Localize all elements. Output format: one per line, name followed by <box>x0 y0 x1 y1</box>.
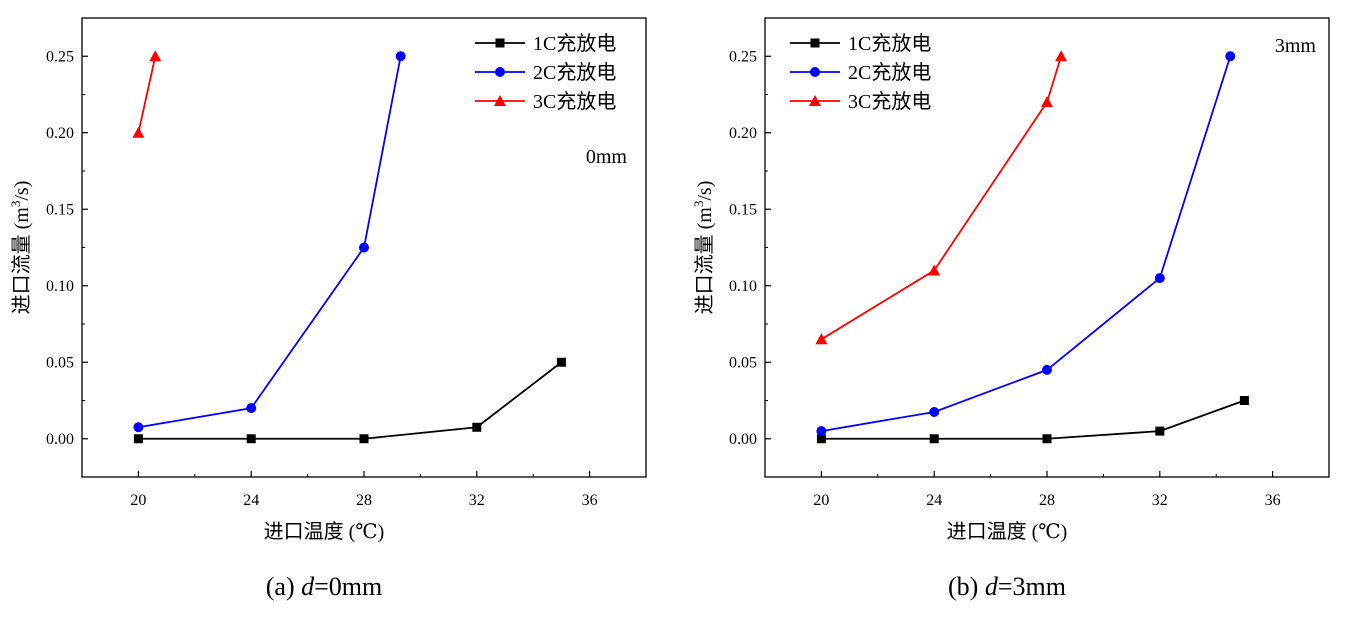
data-point <box>816 426 827 437</box>
data-point <box>929 434 939 444</box>
caption-variable: d <box>301 572 315 601</box>
data-point <box>1042 434 1052 444</box>
chart-a: 20 24 28 32 36 0.00 0.05 0.10 0.15 0.20 0.25 进口温度 (… <box>8 17 647 601</box>
data-point <box>928 264 941 276</box>
legend-entry: 1C充放电 <box>475 32 616 55</box>
data-point <box>1155 426 1165 436</box>
y-axis-label-sup: 3 <box>8 201 23 208</box>
legend-marker <box>495 38 505 48</box>
data-point <box>1154 273 1165 284</box>
data-point <box>1042 364 1052 375</box>
legend-entry: 2C充放电 <box>790 61 931 84</box>
data-point <box>359 434 369 444</box>
x-tick-label: 24 <box>926 492 942 509</box>
caption-variable: d <box>985 572 999 601</box>
legend-entry: 2C充放电 <box>475 61 616 84</box>
x-axis-label: 进口温度 (℃) <box>264 520 385 543</box>
y-axis-label-sup: 3 <box>691 201 706 208</box>
x-tick-label: 24 <box>243 492 259 509</box>
x-tick-label: 20 <box>813 492 829 509</box>
series-1 <box>133 357 566 444</box>
y-tick-label: 0.15 <box>46 201 74 218</box>
data-point <box>1041 96 1053 108</box>
data-point <box>815 333 828 345</box>
y-tick-label: 0.25 <box>46 48 74 65</box>
x-tick-label: 36 <box>1265 492 1281 509</box>
caption-prefix: (a) <box>266 572 301 601</box>
data-point <box>556 357 566 367</box>
plot-frame <box>764 17 1330 478</box>
data-point <box>246 434 256 444</box>
series-line <box>138 56 402 429</box>
legend-label: 2C充放电 <box>533 61 616 84</box>
y-axis-label-main: 进口流量 (m <box>10 207 33 315</box>
legend-marker <box>494 95 506 106</box>
x-tick-label: 20 <box>130 492 146 509</box>
x-tick-label: 32 <box>1152 492 1168 509</box>
y-tick-label: 0.20 <box>729 125 757 142</box>
data-point <box>359 242 369 253</box>
y-tick-label: 0.15 <box>729 201 757 218</box>
y-tick-label: 0.05 <box>729 354 757 371</box>
series-2 <box>816 51 1236 437</box>
series-2 <box>133 51 406 433</box>
data-point <box>132 126 145 138</box>
y-tick-label: 0.25 <box>729 48 757 65</box>
data-point <box>472 422 482 432</box>
data-point <box>133 422 144 433</box>
series-1 <box>816 396 1249 444</box>
chart-annotation: 0mm <box>586 146 628 168</box>
x-tick-label: 28 <box>1039 492 1055 509</box>
data-point <box>395 51 406 62</box>
data-point <box>816 434 826 444</box>
series-line <box>138 361 562 440</box>
legend-label: 2C充放电 <box>848 61 931 84</box>
y-axis-label-tail: /s) <box>694 181 716 201</box>
y-tick-label: 0.00 <box>46 431 74 448</box>
legend-label: 1C充放电 <box>848 32 931 55</box>
y-tick-label: 0.10 <box>46 278 74 295</box>
series-line <box>820 55 1062 341</box>
data-point <box>133 434 143 444</box>
y-axis-label-tail: /s) <box>11 181 33 201</box>
series-3 <box>132 50 162 138</box>
data-point <box>1225 51 1236 62</box>
legend-label: 3C充放电 <box>848 90 931 113</box>
data-point <box>149 50 162 62</box>
y-axis-label: 进口流量 (m3/s) <box>8 181 33 315</box>
y-tick-label: 0.10 <box>729 278 757 295</box>
y-tick-label: 0.05 <box>46 354 74 371</box>
caption-suffix: =3mm <box>998 572 1066 601</box>
data-point <box>1239 396 1249 405</box>
legend-marker <box>809 95 821 106</box>
figure-caption: (a) d=0mm <box>266 572 382 601</box>
series-3 <box>815 50 1068 345</box>
legend-marker <box>810 67 820 77</box>
legend-entry: 3C充放电 <box>790 90 931 113</box>
x-axis-label: 进口温度 (℃) <box>947 520 1068 543</box>
legend-entry: 1C充放电 <box>790 32 931 55</box>
y-tick-label: 0.00 <box>729 431 757 448</box>
chart-b: 20 24 28 32 36 0.00 0.05 0.10 0.15 0.20 0.25 进口温度 (… <box>691 17 1330 601</box>
figure-caption: (b) d=3mm <box>948 572 1066 601</box>
legend-entry: 3C充放电 <box>475 90 616 113</box>
legend-marker <box>495 67 505 77</box>
y-axis-label: 进口流量 (m3/s) <box>691 181 716 315</box>
x-tick-label: 28 <box>356 492 372 509</box>
y-axis-label-main: 进口流量 (m <box>693 207 716 315</box>
data-point <box>929 406 940 417</box>
y-tick-label: 0.20 <box>46 125 74 142</box>
x-tick-label: 36 <box>582 492 598 509</box>
x-tick-label: 32 <box>469 492 485 509</box>
series-line <box>137 56 157 133</box>
caption-suffix: =0mm <box>314 572 382 601</box>
data-point <box>1055 50 1068 62</box>
legend-label: 1C充放电 <box>533 32 616 55</box>
legend-marker <box>810 38 820 48</box>
chart-annotation: 3mm <box>1275 35 1317 57</box>
legend-label: 3C充放电 <box>533 90 616 113</box>
caption-prefix: (b) <box>948 572 985 601</box>
data-point <box>246 403 257 414</box>
